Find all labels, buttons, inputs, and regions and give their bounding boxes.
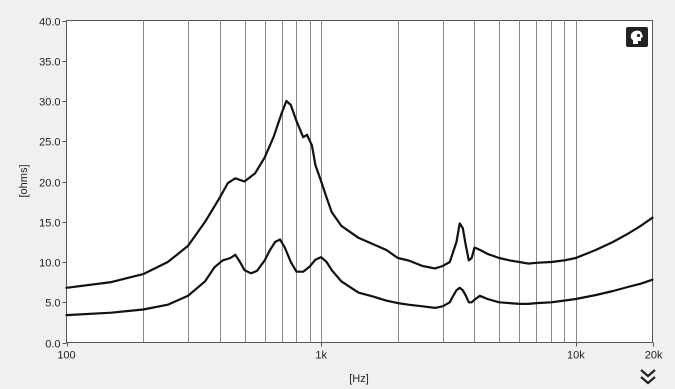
- y-tick-label: 30.0: [39, 97, 60, 109]
- series-line-1: [65, 99, 654, 289]
- head-silhouette-icon[interactable]: [626, 27, 648, 47]
- y-tick-label: 40.0: [39, 17, 60, 29]
- x-tick-label: 20k: [645, 350, 663, 362]
- y-tick-label: 0.0: [45, 339, 60, 351]
- y-tick-label: 35.0: [39, 57, 60, 69]
- series-layer: [65, 99, 654, 317]
- plot-area: [66, 20, 653, 343]
- y-tick-label: 20.0: [39, 178, 60, 190]
- x-tick-label: 100: [57, 350, 75, 362]
- y-axis-label: [ohms]: [18, 164, 30, 197]
- series-line-2: [65, 238, 654, 317]
- x-tick-label: 1k: [315, 350, 327, 362]
- y-tick-label: 10.0: [39, 258, 60, 270]
- double-chevron-down-icon[interactable]: [640, 369, 656, 385]
- y-tick-label: 15.0: [39, 218, 60, 230]
- x-axis: 100 1k 10k 20k: [57, 342, 663, 362]
- y-tick-label: 5.0: [45, 298, 60, 310]
- x-axis-label: [Hz]: [349, 373, 369, 385]
- y-tick-label: 25.0: [39, 137, 60, 149]
- y-axis: 0.0 5.0 10.0 15.0 20.0 25.0 30.0 35.0 40.0: [39, 17, 67, 351]
- x-tick-label: 10k: [567, 350, 585, 362]
- grid-layer: [143, 20, 577, 343]
